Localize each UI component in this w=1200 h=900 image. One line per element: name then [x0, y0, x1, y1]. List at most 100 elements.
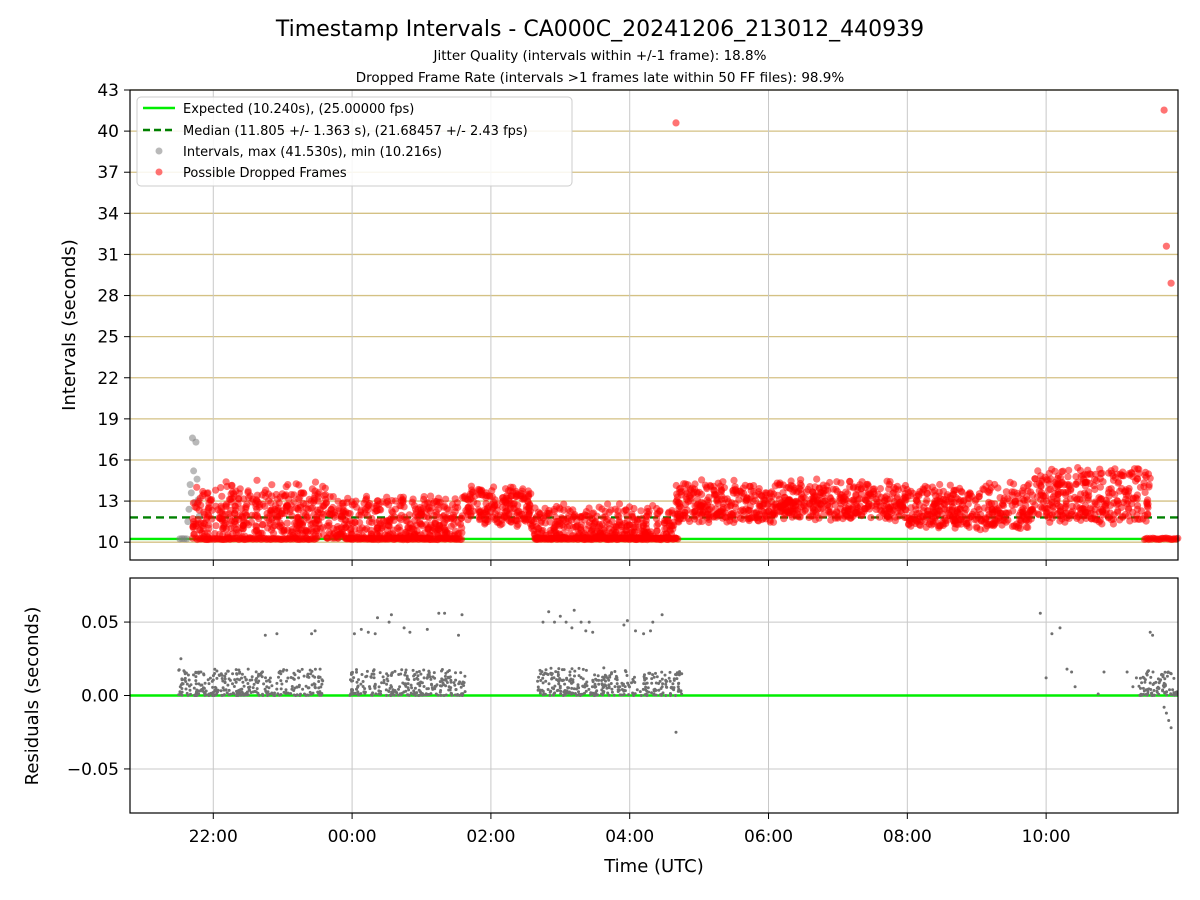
- dropped-frame-point: [1000, 497, 1008, 505]
- residual-point: [267, 686, 271, 690]
- dropped-frame-point: [1016, 499, 1024, 507]
- residual-point: [226, 669, 230, 673]
- residual-point: [407, 693, 411, 697]
- dropped-frame-point: [228, 488, 236, 496]
- residual-point: [276, 692, 280, 696]
- residual-point: [369, 675, 373, 679]
- residual-point: [627, 693, 631, 697]
- residual-point: [1151, 670, 1155, 674]
- dropped-frame-point: [664, 517, 672, 525]
- residual-point: [422, 685, 426, 688]
- residual-point: [553, 684, 557, 688]
- dropped-frame-point: [1085, 488, 1093, 496]
- dropped-frame-point: [833, 478, 841, 486]
- residual-point: [449, 680, 453, 684]
- dropped-frame-point: [890, 489, 898, 497]
- residual-point: [405, 677, 409, 681]
- residual-point: [592, 694, 596, 697]
- residual-point: [558, 614, 562, 618]
- chart-title: Timestamp Intervals - CA000C_20241206_21…: [275, 17, 924, 42]
- residual-point: [307, 686, 311, 690]
- residual-point: [418, 693, 422, 697]
- residual-point: [1163, 677, 1167, 681]
- residual-point: [395, 691, 399, 695]
- residual-point: [279, 693, 283, 696]
- dropped-frame-point: [811, 506, 819, 514]
- residual-point: [406, 682, 410, 686]
- residual-point: [351, 679, 355, 683]
- dropped-frame-point: [1106, 501, 1114, 509]
- dropped-frame-point: [263, 509, 271, 518]
- residual-point: [434, 692, 438, 696]
- dropped-frame-point: [248, 511, 256, 519]
- residual-point: [267, 678, 271, 682]
- dropped-frame-point: [1020, 512, 1028, 521]
- dropped-frame-point: [467, 512, 475, 520]
- residual-point: [1154, 680, 1158, 684]
- residual-point: [273, 694, 277, 697]
- dropped-frame-point: [923, 490, 931, 498]
- residual-point: [284, 691, 288, 694]
- residual-point: [564, 620, 568, 624]
- dropped-frame-point: [502, 499, 510, 507]
- dropped-frame-point: [493, 518, 501, 526]
- dropped-frame-point: [950, 486, 959, 494]
- residual-point: [313, 683, 317, 686]
- residual-point: [568, 673, 572, 677]
- residual-point: [231, 682, 234, 686]
- dropped-frame-point: [302, 500, 310, 508]
- residual-point: [1165, 693, 1169, 697]
- residual-point: [577, 690, 580, 694]
- residual-point: [232, 692, 236, 696]
- dropped-frame-point: [723, 495, 731, 503]
- residual-point: [237, 688, 241, 692]
- residual-point: [433, 687, 437, 691]
- dropped-frame-point: [207, 497, 215, 505]
- dropped-frame-point: [235, 489, 243, 497]
- residual-point: [575, 687, 578, 691]
- residual-point: [194, 679, 198, 683]
- residual-point: [438, 684, 442, 688]
- interval-point: [192, 438, 200, 446]
- dropped-frame-point: [730, 476, 738, 484]
- residual-point: [320, 682, 324, 686]
- residual-point: [430, 686, 434, 690]
- residual-point: [1141, 675, 1145, 679]
- x-axis-label: Time (UTC): [603, 856, 704, 877]
- residual-point: [579, 620, 583, 624]
- residual-point: [587, 687, 591, 691]
- residual-point: [459, 685, 463, 689]
- residual-point: [387, 620, 391, 624]
- residual-point: [680, 692, 684, 696]
- dropped-frame-point: [834, 513, 842, 521]
- residual-point: [556, 674, 560, 678]
- dropped-frame-point: [227, 506, 235, 515]
- residual-point: [570, 681, 574, 685]
- residual-point: [215, 676, 219, 680]
- residual-point: [652, 693, 656, 697]
- dropped-frame-point: [320, 492, 328, 500]
- residual-point: [372, 668, 376, 672]
- residual-point: [417, 670, 421, 673]
- residual-point: [397, 673, 401, 676]
- residual-point: [265, 679, 268, 683]
- residual-point: [350, 688, 353, 692]
- residual-point: [320, 692, 324, 695]
- dropped-frame-point: [913, 510, 921, 518]
- residual-point: [295, 693, 299, 697]
- residual-point: [361, 685, 365, 688]
- residual-point: [275, 687, 279, 691]
- dropped-frame-point: [1037, 472, 1045, 480]
- intervals-plot-frame: [129, 89, 1179, 561]
- residual-point: [440, 669, 443, 673]
- residual-point: [661, 682, 665, 686]
- dropped-frame-point: [358, 524, 366, 532]
- residual-point: [246, 693, 250, 697]
- residual-point: [549, 666, 553, 670]
- intervals-y-tick-label: 10: [97, 533, 119, 553]
- residual-point: [357, 678, 360, 682]
- residual-point: [238, 671, 242, 675]
- dropped-frame-point: [442, 495, 450, 503]
- dropped-frame-point: [923, 513, 931, 521]
- residual-point: [547, 610, 551, 614]
